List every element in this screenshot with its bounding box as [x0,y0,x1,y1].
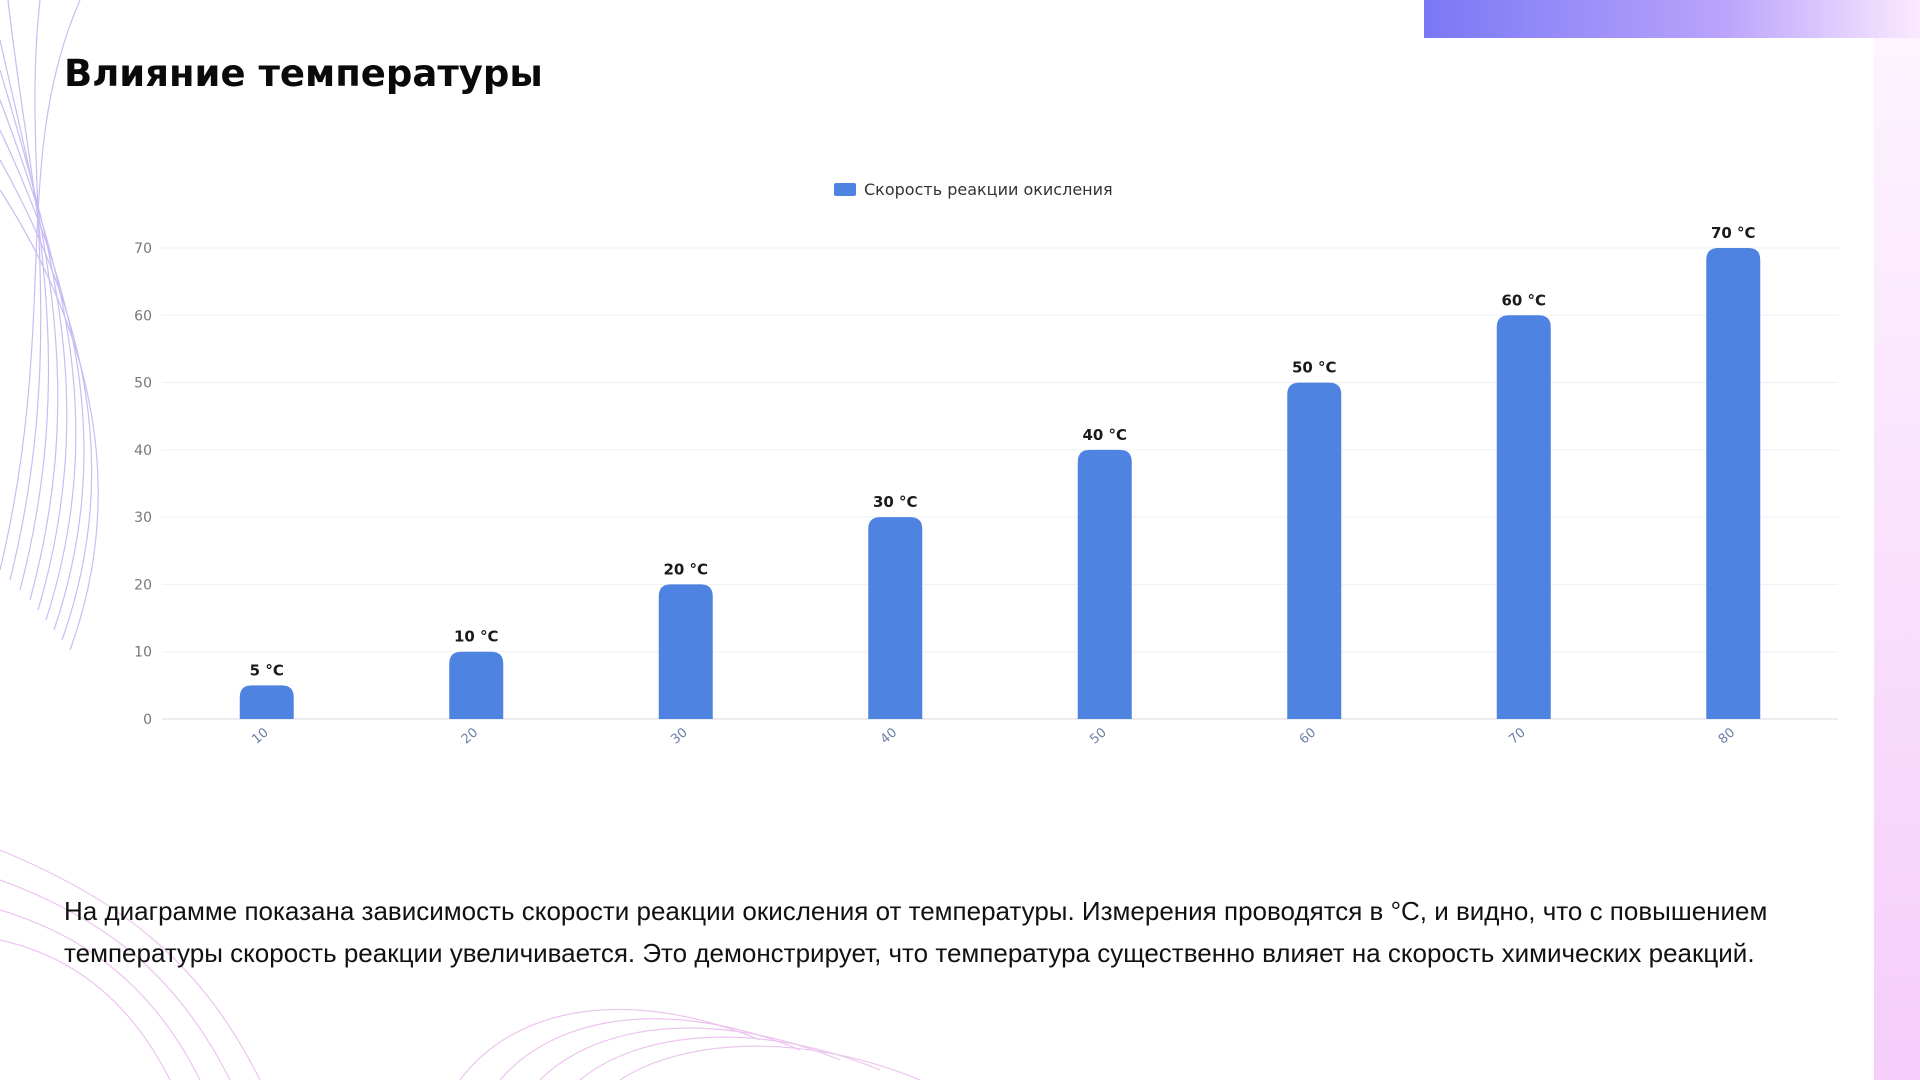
y-tick-label: 30 [134,510,152,526]
data-label-70: 60 °C [1501,291,1546,309]
x-tick-label-70: 70 [1506,725,1528,747]
bars: 5 °C 10 °C 20 °C 30 °C 40 °C 50 °C 60 °C 70 °C [239,224,1761,719]
legend-swatch [834,183,856,196]
bar-30 [658,584,713,719]
bar-40 [868,517,923,719]
x-tick-label-40: 40 [878,725,900,747]
x-tick-label-80: 80 [1716,725,1738,747]
data-label-30: 20 °C [663,560,708,578]
bar-50 [1077,449,1132,719]
bar-20 [449,651,504,719]
top-accent-bar [1424,0,1920,38]
legend: Скорость реакции окисления [834,180,1113,199]
bar-70 [1496,315,1551,719]
data-label-80: 70 °C [1711,224,1756,242]
y-tick-label: 10 [134,645,152,661]
y-tick-label: 0 [143,712,152,728]
x-tick-label-60: 60 [1297,725,1319,747]
bottom-wave-lines [0,849,921,1080]
y-axis-ticks: 0 10 20 30 40 50 60 70 [134,241,152,728]
x-tick-label-10: 10 [249,725,271,747]
y-tick-label: 60 [134,308,152,324]
legend-label: Скорость реакции окисления [864,180,1113,199]
slide-title: Влияние температуры [64,52,543,95]
x-tick-label-30: 30 [668,725,690,747]
bar-10 [239,685,294,719]
x-axis-ticks: 10 20 30 40 50 60 70 80 [249,725,1738,747]
grid-lines [162,247,1838,720]
x-tick-label-20: 20 [459,725,481,747]
x-tick-label-50: 50 [1087,725,1109,747]
data-label-50: 40 °C [1082,426,1127,444]
y-tick-label: 20 [134,577,152,593]
data-label-10: 5 °C [250,661,284,679]
bar-80 [1706,248,1761,719]
y-tick-label: 40 [134,443,152,459]
right-accent-strip [1874,38,1920,1080]
y-tick-label: 70 [134,241,152,257]
chart-description: На диаграмме показана зависимость скорос… [64,896,1768,968]
data-label-20: 10 °C [454,628,499,646]
left-wave-lines [0,0,99,651]
bar-60 [1287,382,1342,719]
data-label-60: 50 °C [1292,359,1337,377]
y-tick-label: 50 [134,376,152,392]
data-label-40: 30 °C [873,493,918,511]
